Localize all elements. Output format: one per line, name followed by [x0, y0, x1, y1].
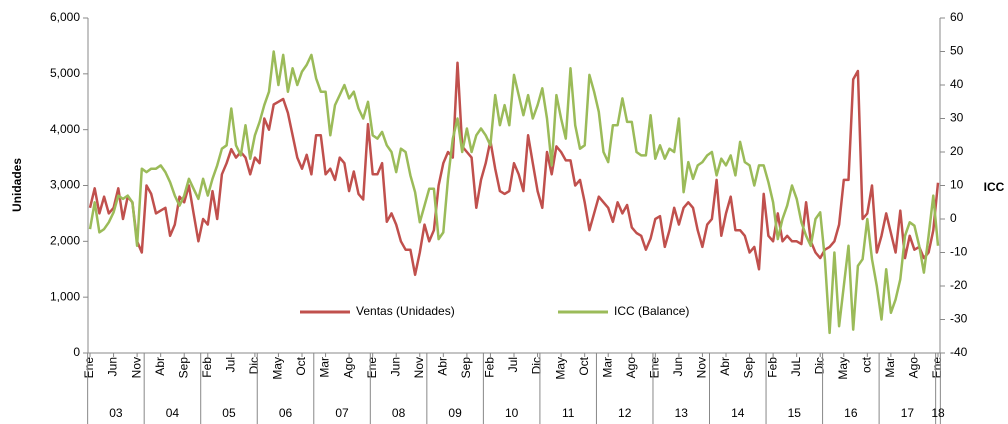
x-tick-label: Dic: [530, 357, 544, 374]
x-tick-label: Feb: [765, 357, 779, 378]
x-tick-label: Ene: [648, 357, 662, 379]
x-tick-label: Ago: [624, 357, 638, 379]
x-tick-label: Nov: [695, 357, 709, 378]
x-tick-label: Nov: [129, 357, 143, 378]
y2-tick-label: -10: [950, 245, 968, 259]
y2-tick-label: 50: [950, 44, 964, 58]
y-tick-label: 1,000: [50, 289, 80, 303]
year-label: 13: [675, 406, 689, 420]
x-tick-label: JuL: [789, 357, 803, 377]
x-tick-label: May: [553, 357, 567, 380]
y2-tick-label: 60: [950, 10, 964, 24]
series-line: [88, 61, 940, 277]
x-tick-label: Ene: [365, 357, 379, 379]
y2-axis-title: ICC: [984, 180, 1005, 194]
year-label: 17: [901, 406, 915, 420]
x-tick-label: Jun: [388, 357, 402, 376]
x-tick-label: Ago: [907, 357, 921, 379]
y-tick-label: 3,000: [50, 178, 80, 192]
year-label: 03: [109, 406, 123, 420]
x-tick-label: May: [271, 357, 285, 380]
x-tick-label: Feb: [483, 357, 497, 378]
x-tick-label: Sep: [742, 357, 756, 379]
x-tick-label: Jul: [224, 357, 238, 372]
x-tick-label: Jun: [671, 357, 685, 376]
x-tick-label: Jul: [506, 357, 520, 372]
series-line: [88, 50, 940, 335]
y2-tick-label: 30: [950, 111, 964, 125]
y-tick-label: 4,000: [50, 122, 80, 136]
y-tick-label: 2,000: [50, 234, 80, 248]
y-tick-label: 5,000: [50, 66, 80, 80]
year-label: 04: [166, 406, 180, 420]
y-tick-label: 0: [73, 345, 80, 359]
y2-tick-label: -20: [950, 278, 968, 292]
year-label: 12: [618, 406, 632, 420]
year-label: 05: [222, 406, 236, 420]
year-label: 15: [788, 406, 802, 420]
y2-tick-label: 40: [950, 77, 964, 91]
year-label: 10: [505, 406, 519, 420]
x-tick-label: Abr: [718, 357, 732, 376]
x-tick-label: Feb: [200, 357, 214, 378]
year-label: 11: [562, 406, 575, 420]
year-label: 14: [731, 406, 745, 420]
legend-label: ICC (Balance): [614, 304, 689, 318]
x-tick-label: Sep: [459, 357, 473, 379]
x-tick-label: Abr: [153, 357, 167, 376]
y2-tick-label: 10: [950, 178, 964, 192]
y2-tick-label: -40: [950, 345, 968, 359]
x-tick-label: Mar: [600, 357, 614, 378]
x-tick-label: Jun: [106, 357, 120, 376]
x-tick-label: Ago: [341, 357, 355, 379]
x-tick-label: May: [836, 357, 850, 380]
y-tick-label: 6,000: [50, 10, 80, 24]
x-tick-label: Dic: [812, 357, 826, 374]
year-label: 08: [392, 406, 406, 420]
x-tick-label: Mar: [883, 357, 897, 378]
legend-label: Ventas (Unidades): [356, 304, 455, 318]
year-label: 06: [279, 406, 293, 420]
x-tick-label: Sep: [176, 357, 190, 379]
x-tick-label: Dic: [247, 357, 261, 374]
x-tick-label: Abr: [436, 357, 450, 376]
x-tick-label: Oct: [294, 356, 308, 375]
y2-tick-label: -30: [950, 312, 968, 326]
year-label: 09: [448, 406, 462, 420]
x-tick-label: Ene: [930, 357, 944, 379]
year-label: 18: [931, 406, 945, 420]
year-label: 16: [844, 406, 858, 420]
x-tick-label: Ene: [82, 357, 96, 379]
y2-tick-label: 0: [950, 211, 957, 225]
x-tick-label: Oct: [577, 356, 591, 375]
x-tick-label: Mar: [318, 357, 332, 378]
x-tick-label: oct: [860, 356, 874, 373]
x-tick-label: Nov: [412, 357, 426, 378]
y2-tick-label: 20: [950, 144, 964, 158]
year-label: 07: [335, 406, 349, 420]
y-axis-title: Unidades: [10, 158, 24, 212]
